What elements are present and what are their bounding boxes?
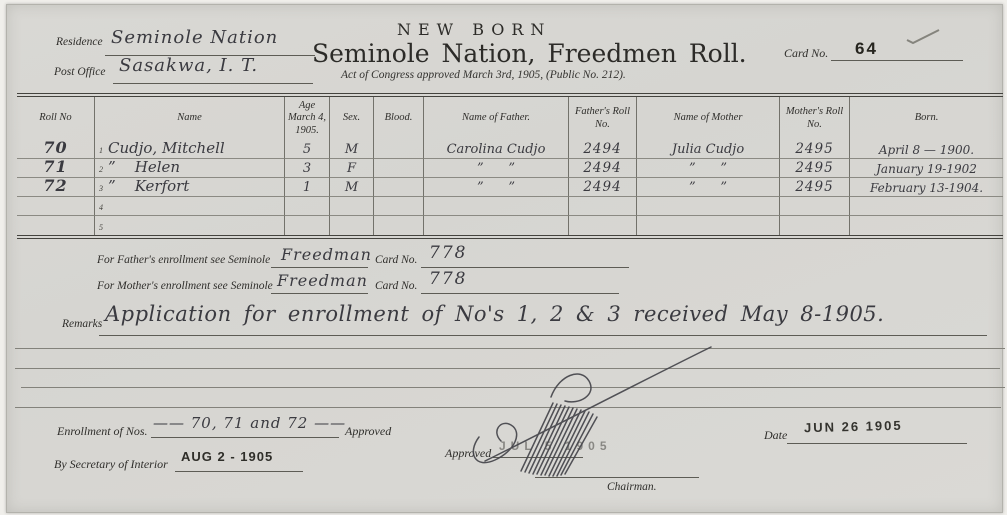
freedmen-roll-card: Residence Seminole Nation Post Office Sa… — [6, 4, 1005, 513]
roll-no: 71 — [43, 157, 68, 176]
chairman-approved-underline — [493, 457, 583, 458]
line-number: 2 — [99, 165, 103, 174]
approved-label: Approved — [345, 424, 392, 438]
residence-value: Seminole Nation — [111, 27, 279, 48]
post-office-underline — [113, 83, 313, 84]
line-number: 1 — [99, 146, 103, 155]
age-value: 3 — [302, 161, 312, 176]
col-header-roll-no: Roll No — [17, 97, 95, 140]
pencil-check-mark — [906, 29, 940, 45]
table-row: 70 1 Cudjo, Mitchell 5 M Carolina Cudjo 2… — [17, 138, 1003, 159]
born-value: February 13-1904. — [869, 181, 984, 195]
remarks-label: Remarks — [62, 318, 103, 330]
col-header-born: Born. — [914, 112, 939, 124]
father-enrollment-underline — [271, 267, 368, 268]
sex-value: M — [344, 180, 359, 195]
father-roll-value: 2494 — [583, 141, 622, 157]
roll-no: 70 — [43, 138, 68, 157]
card-no-underline — [831, 60, 963, 61]
ruled-line — [15, 368, 1000, 369]
col-header-name: Name — [95, 97, 285, 140]
mother-enrollment-value: Freedman — [277, 271, 368, 290]
name-value: ” Kerfort — [108, 177, 190, 195]
born-value: April 8 — 1900. — [878, 143, 975, 157]
chairman-signature — [472, 346, 712, 477]
card-type-heading: NEW BORN — [397, 20, 552, 39]
secretary-underline — [175, 471, 303, 472]
father-roll-value: 2494 — [583, 160, 622, 176]
date-label: Date — [764, 428, 788, 442]
post-office-label: Post Office — [54, 66, 106, 78]
card-no-value: 64 — [855, 39, 878, 58]
secretary-label: By Secretary of Interior — [54, 457, 168, 471]
enrollment-of-nos-value: —— 70, 71 and 72 —— — [153, 414, 347, 432]
ruled-line — [15, 407, 1001, 408]
enrollment-of-nos-label: Enrollment of Nos. — [57, 424, 148, 438]
col-header-father: Name of Father. — [424, 97, 569, 140]
sex-value: M — [344, 142, 359, 157]
sex-value: F — [346, 161, 357, 176]
col-header-father-roll: Father's Roll No. — [569, 97, 637, 140]
father-name-value: Carolina Cudjo — [446, 142, 546, 157]
post-office-value: Sasakwa, I. T. — [119, 55, 259, 76]
table-header-row: Roll No Name Age March 4, 1905. Sex. Blo… — [17, 97, 1003, 140]
father-card-no-underline — [421, 267, 629, 268]
date-stamp: JUN 26 1905 — [803, 417, 903, 436]
col-header-mother-roll: Mother's Roll No. — [780, 97, 850, 140]
chairman-signature-underline — [535, 477, 699, 478]
card-no-label: Card No. — [784, 46, 829, 60]
table-row: 71 2 ” Helen 3 F ” ” 2494 ” ” 2495 Januar… — [17, 157, 1003, 178]
table-row: 5 — [17, 216, 1003, 235]
mother-name-value: ” ” — [688, 180, 728, 195]
name-value: Cudjo, Mitchell — [108, 139, 225, 157]
enrollment-of-nos-underline — [151, 437, 339, 438]
remarks-value: Application for enrollment of No's 1, 2 … — [105, 302, 885, 326]
line-number: 3 — [99, 184, 103, 193]
mother-enrollment-label: For Mother's enrollment see Seminole — [97, 280, 273, 292]
chairman-title-label: Chairman. — [607, 481, 657, 493]
mother-card-no-label: Card No. — [375, 280, 418, 292]
mother-roll-value: 2495 — [795, 160, 834, 176]
father-card-no-value: 778 — [429, 243, 468, 263]
mother-card-no-value: 778 — [429, 269, 468, 289]
roll-no: 72 — [43, 176, 68, 195]
mother-name-value: Julia Cudjo — [671, 142, 745, 157]
remarks-underline — [99, 335, 987, 336]
age-value: 1 — [302, 180, 312, 195]
born-value: January 19-1902 — [876, 162, 977, 176]
table-row: 4 — [17, 197, 1003, 216]
col-header-mother: Name of Mother — [637, 97, 780, 140]
name-value: ” Helen — [108, 158, 181, 176]
col-header-age: Age March 4, 1905. — [285, 97, 330, 140]
line-number: 5 — [99, 223, 103, 232]
act-of-congress-subheading: Act of Congress approved March 3rd, 1905… — [341, 69, 626, 81]
father-name-value: ” ” — [476, 180, 516, 195]
age-value: 5 — [302, 142, 312, 157]
col-header-sex: Sex. — [330, 97, 374, 140]
date-underline — [787, 443, 967, 444]
secretary-date-stamp: AUG 2 - 1905 — [181, 449, 274, 464]
father-name-value: ” ” — [476, 161, 516, 176]
residence-label: Residence — [56, 36, 103, 48]
ruled-line — [21, 387, 1005, 388]
residence-underline — [105, 55, 315, 56]
ruled-line — [15, 348, 1005, 349]
mother-name-value: ” ” — [688, 161, 728, 176]
father-enrollment-label: For Father's enrollment see Seminole — [97, 254, 271, 266]
line-number: 4 — [99, 203, 103, 212]
father-enrollment-value: Freedman — [281, 245, 372, 264]
chairman-approved-label: Approved — [445, 446, 492, 460]
chairman-date-stamp: JUL 5 1905 — [499, 439, 612, 453]
father-card-no-label: Card No. — [375, 254, 418, 266]
mother-roll-value: 2495 — [795, 141, 834, 157]
table-row: 72 3 ” Kerfort 1 M ” ” 2494 ” ” 2495 Febr… — [17, 176, 1003, 197]
col-header-blood: Blood. — [374, 97, 424, 140]
card-main-heading: Seminole Nation, Freedmen Roll. — [312, 39, 747, 68]
mother-enrollment-underline — [271, 293, 368, 294]
mother-card-no-underline — [421, 293, 619, 294]
father-roll-value: 2494 — [583, 179, 622, 195]
roll-table: Roll No Name Age March 4, 1905. Sex. Blo… — [17, 93, 1003, 239]
mother-roll-value: 2495 — [795, 179, 834, 195]
